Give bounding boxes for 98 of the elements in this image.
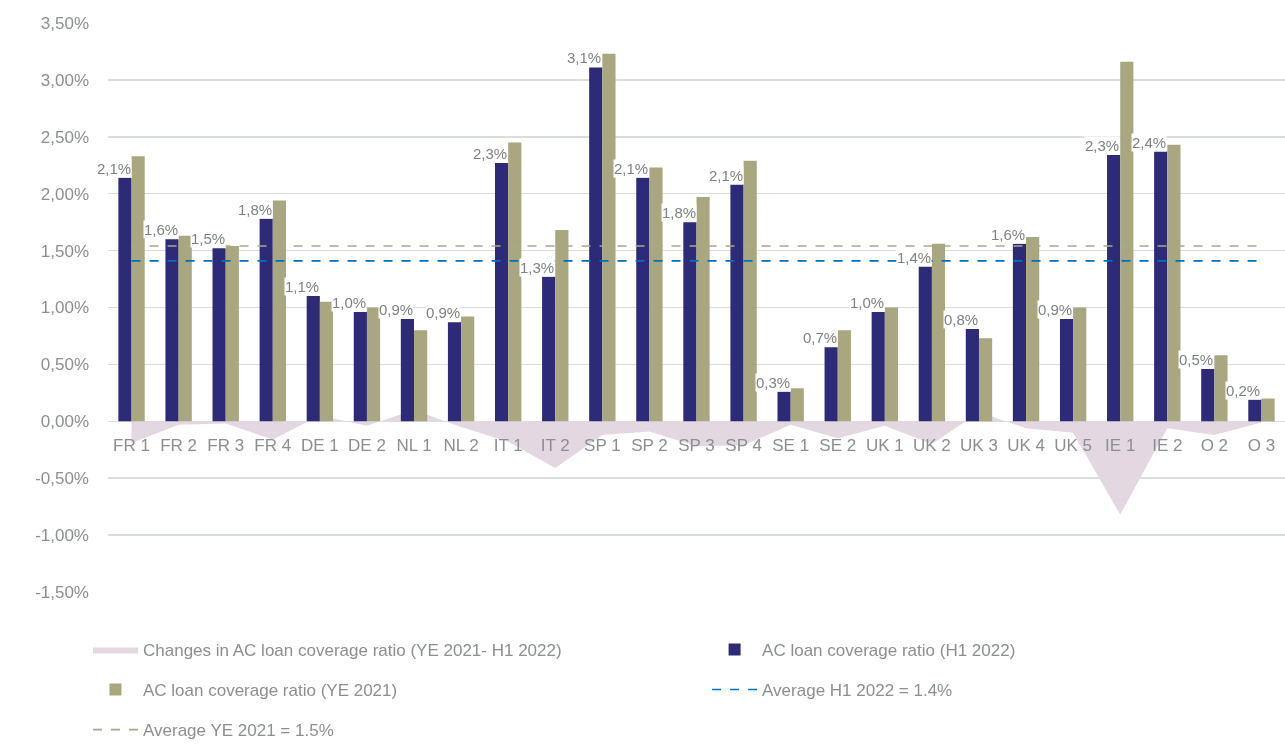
data-label: 2,1% <box>614 160 649 177</box>
x-tick-label: FR 4 <box>254 436 292 456</box>
bar <box>1201 368 1215 422</box>
x-tick-label: DE 1 <box>300 436 339 456</box>
data-label: 1,8% <box>662 204 697 221</box>
x-tick-label: UK 1 <box>865 436 904 456</box>
bar <box>683 222 697 422</box>
x-tick-label: NL 2 <box>443 436 479 456</box>
x-tick-label: UK 4 <box>1007 436 1045 456</box>
data-label: 1,1% <box>285 278 320 295</box>
bar <box>1012 243 1027 422</box>
y-tick-label: 3,00% <box>40 70 89 90</box>
y-tick-label: 0,00% <box>40 412 89 432</box>
x-tick-label: FR 1 <box>113 436 150 456</box>
data-label: 1,0% <box>332 294 367 311</box>
data-label: 1,5% <box>191 230 226 247</box>
bar <box>777 391 791 422</box>
bar <box>319 301 334 422</box>
bar <box>965 329 979 422</box>
bar <box>824 347 838 422</box>
bar <box>884 307 898 422</box>
bar <box>837 330 851 422</box>
y-tick-label: 0,50% <box>40 355 89 375</box>
x-tick-label: O 3 <box>1247 436 1276 456</box>
bar <box>1248 399 1262 422</box>
data-label: 0,2% <box>1226 382 1261 399</box>
x-tick-label: IE 1 <box>1105 436 1136 456</box>
y-tick-label: 3,50% <box>40 13 89 33</box>
data-label: 1,6% <box>144 221 179 238</box>
data-label: 0,3% <box>756 374 791 391</box>
x-tick-label: FR 3 <box>207 436 245 456</box>
bar <box>165 239 179 422</box>
legend-label: Changes in AC loan coverage ratio (YE 2021- H1 2022) <box>142 641 562 661</box>
bar <box>1261 398 1275 422</box>
bar <box>447 322 462 422</box>
bar <box>790 388 804 422</box>
data-label: 1,6% <box>991 226 1026 243</box>
y-tick-label: 1,00% <box>40 298 89 318</box>
data-label: 2,1% <box>97 160 132 177</box>
bar <box>212 248 226 422</box>
y-tick-label: -1,50% <box>35 582 89 602</box>
x-tick-label: SE 1 <box>772 436 810 456</box>
x-tick-label: UK 2 <box>913 436 951 456</box>
x-tick-label: UK 3 <box>960 436 998 456</box>
x-tick-label: FR 2 <box>160 436 198 456</box>
bar <box>366 307 381 422</box>
x-tick-label: SE 2 <box>819 436 857 456</box>
x-tick-label: SP 2 <box>631 436 668 456</box>
data-label: 0,5% <box>1179 351 1214 368</box>
y-tick-label: 2,00% <box>40 184 89 204</box>
bar <box>400 318 415 422</box>
bar <box>918 266 932 422</box>
bar <box>1214 355 1228 422</box>
bar <box>414 330 428 422</box>
data-label: 0,9% <box>379 301 414 318</box>
legend-label: Average H1 2022 = 1.4% <box>762 681 953 701</box>
bar <box>353 312 367 422</box>
bar <box>495 162 509 422</box>
y-tick-label: -0,50% <box>35 469 89 489</box>
data-label: 2,3% <box>1085 137 1120 154</box>
legend-label: AC loan coverage ratio (H1 2022) <box>762 641 1016 661</box>
bar <box>636 177 650 422</box>
x-tick-label: UK 5 <box>1054 436 1093 456</box>
bar <box>978 338 993 422</box>
data-label: 0,9% <box>1038 301 1073 318</box>
x-tick-label: SP 1 <box>584 436 621 456</box>
bar <box>306 296 320 422</box>
x-tick-label: NL 1 <box>396 436 432 456</box>
data-label: 2,1% <box>709 167 744 184</box>
y-tick-label: -1,00% <box>35 526 89 546</box>
data-label: 3,1% <box>567 49 602 66</box>
legend-label: Average YE 2021 = 1.5% <box>142 721 334 741</box>
bar <box>589 67 603 422</box>
bar <box>1154 151 1168 422</box>
data-label: 0,9% <box>426 304 461 321</box>
x-tick-label: DE 2 <box>348 436 386 456</box>
bar <box>542 276 556 422</box>
data-label: 0,8% <box>944 311 979 328</box>
bar <box>1059 318 1074 422</box>
x-tick-label: O 2 <box>1200 436 1229 456</box>
data-label: 1,0% <box>850 294 885 311</box>
bar <box>1107 155 1121 422</box>
legend-label: AC loan coverage ratio (YE 2021) <box>142 681 398 701</box>
y-tick-label: 2,50% <box>40 127 89 147</box>
x-tick-label: SP 3 <box>678 436 715 456</box>
bar <box>1073 307 1087 422</box>
data-label: 2,3% <box>473 145 508 162</box>
x-tick-label: SP 4 <box>725 436 762 456</box>
data-label: 1,3% <box>520 259 555 276</box>
y-tick-label: 1,50% <box>40 241 89 261</box>
data-label: 1,4% <box>897 249 932 266</box>
x-tick-label: IT 1 <box>493 436 523 456</box>
x-tick-label: IT 2 <box>540 436 570 456</box>
x-tick-label: IE 2 <box>1152 436 1183 456</box>
data-label: 2,4% <box>1132 134 1167 151</box>
bar <box>461 316 475 422</box>
data-label: 0,7% <box>803 329 838 346</box>
data-label: 1,8% <box>238 201 273 218</box>
